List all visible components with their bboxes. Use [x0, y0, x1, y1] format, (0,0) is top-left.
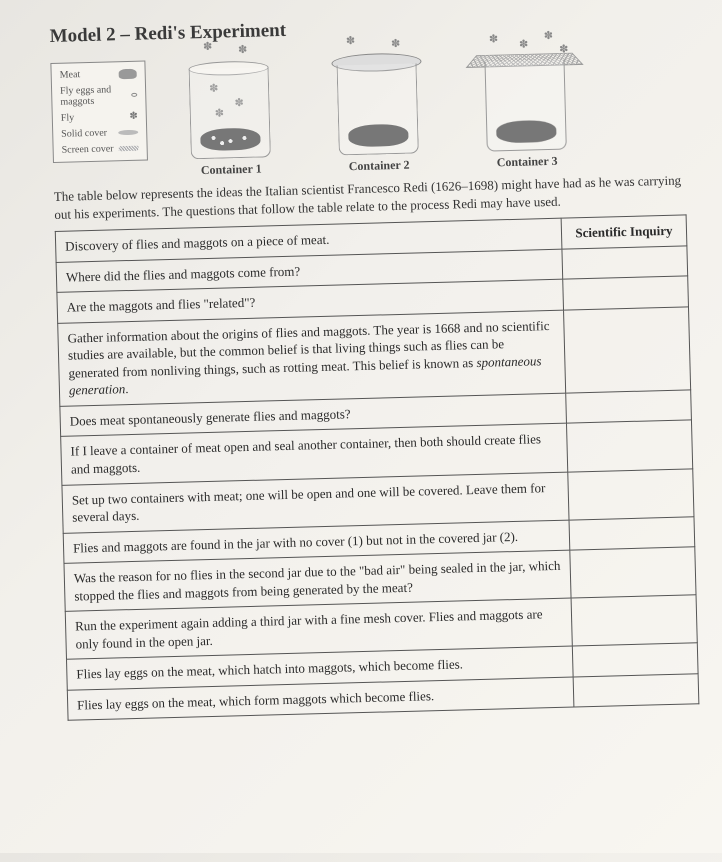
answer-cell[interactable]	[566, 420, 692, 471]
answer-cell[interactable]	[566, 390, 692, 424]
answer-cell[interactable]	[568, 468, 694, 519]
legend-solid: Solid cover	[61, 127, 113, 139]
meat-icon	[119, 68, 137, 78]
answer-cell[interactable]	[572, 643, 698, 677]
answer-cell[interactable]	[571, 595, 697, 646]
fly-icon: ✽	[203, 42, 213, 53]
caption-c1: Container 1	[166, 161, 296, 179]
legend-fly: Fly	[61, 111, 125, 124]
intro-text: The table below represents the ideas the…	[54, 171, 687, 223]
model-title: Model 2 – Redi's Experiment	[49, 9, 681, 48]
answer-cell[interactable]	[562, 246, 688, 280]
container-1: ✽ ✽ ✽ ✽ ✽	[163, 52, 296, 160]
fly-icon: ✽	[346, 36, 356, 47]
egg-icon	[131, 93, 137, 97]
fly-icon: ✽	[544, 31, 554, 42]
legend-screen: Screen cover	[62, 143, 114, 155]
header-scientific-inquiry: Scientific Inquiry	[561, 215, 687, 249]
fly-icon: ✽	[391, 39, 401, 50]
fly-icon: ✽	[519, 39, 529, 50]
legend-meat: Meat	[60, 68, 114, 80]
screen-icon	[118, 146, 139, 152]
caption-c2: Container 2	[314, 157, 444, 175]
fly-icon: ✽	[238, 45, 248, 56]
meat-icon	[200, 128, 261, 152]
table-row: Gather information about the origins of …	[58, 310, 566, 406]
answer-cell[interactable]	[569, 516, 695, 550]
diagram-row: Meat Fly eggs and maggots Fly ✽ Solid cov…	[50, 41, 685, 163]
lid-icon	[118, 130, 138, 136]
fly-icon: ✽	[129, 111, 138, 121]
inquiry-table: Discovery of flies and maggots on a piec…	[55, 214, 700, 721]
caption-c3: Container 3	[462, 153, 592, 171]
legend-eggs: Fly eggs and maggots	[60, 84, 127, 108]
answer-cell[interactable]	[573, 674, 699, 708]
answer-cell[interactable]	[564, 307, 691, 393]
meat-icon	[496, 120, 557, 144]
answer-cell[interactable]	[563, 276, 689, 310]
answer-cell[interactable]	[570, 547, 696, 598]
fly-icon: ✽	[489, 34, 499, 45]
meat-icon	[348, 124, 409, 148]
legend-box: Meat Fly eggs and maggots Fly ✽ Solid cov…	[50, 61, 148, 163]
container-3: ✽ ✽ ✽ ✽	[459, 44, 592, 152]
container-2: ✽ ✽	[311, 48, 444, 156]
